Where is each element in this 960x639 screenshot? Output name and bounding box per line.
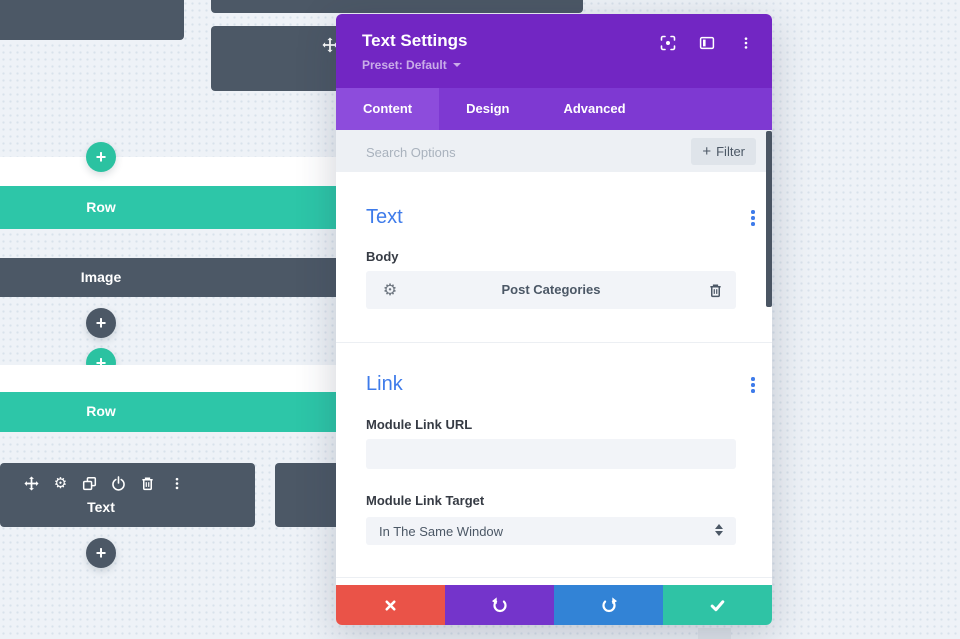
more-options-icon[interactable]: [738, 35, 754, 51]
module-link-target-value: In The Same Window: [379, 524, 504, 539]
tab-design[interactable]: Design: [466, 101, 510, 116]
check-icon: [710, 599, 725, 611]
move-icon[interactable]: [24, 475, 40, 491]
background-chip: [698, 628, 731, 639]
section-divider: [336, 577, 772, 578]
module-block-top-left[interactable]: [0, 0, 184, 40]
more-options-icon[interactable]: [169, 475, 185, 491]
module-link-target-label: Module Link Target: [366, 493, 485, 508]
move-icon[interactable]: [322, 37, 338, 53]
item-settings-gear-icon[interactable]: ⚙: [382, 280, 398, 299]
scrollbar[interactable]: [766, 131, 772, 307]
redo-button[interactable]: [554, 585, 663, 625]
section-divider: [336, 342, 772, 343]
module-link-url-label: Module Link URL: [366, 417, 473, 432]
row-label: Row: [86, 403, 116, 419]
modal-tab-bar: Content Design Advanced: [336, 88, 772, 130]
body-field-label: Body: [366, 249, 399, 264]
item-trash-icon[interactable]: [707, 282, 723, 298]
text-settings-modal: Text Settings Preset: Default Content De…: [336, 14, 772, 625]
close-icon: [385, 599, 396, 611]
module-bar-cropped[interactable]: Text: [211, 0, 583, 13]
text-module-label: Text: [87, 499, 115, 515]
module-toolbar: ⚙: [0, 475, 208, 491]
preset-label: Preset: Default: [362, 58, 447, 72]
plus-icon: +: [95, 543, 107, 563]
duplicate-icon[interactable]: [82, 475, 98, 491]
portability-power-icon[interactable]: [111, 475, 127, 491]
plus-icon: +: [95, 313, 107, 333]
panel-layout-icon[interactable]: [699, 35, 715, 51]
modal-content: Text Body ⚙ Post Categories Link Module …: [336, 172, 772, 585]
select-spinner-icon: [715, 524, 723, 536]
text-module-block[interactable]: ⚙ Text: [0, 463, 255, 527]
undo-button[interactable]: [445, 585, 554, 625]
cancel-button[interactable]: [336, 585, 445, 625]
modal-header-actions: [660, 35, 754, 51]
row-label: Row: [86, 199, 116, 215]
link-section-title: Link: [366, 373, 403, 395]
link-section-menu-icon[interactable]: [751, 377, 755, 393]
module-block-partial[interactable]: [275, 463, 345, 527]
search-input[interactable]: [364, 130, 668, 174]
body-content-item[interactable]: ⚙ Post Categories: [366, 271, 736, 309]
trash-icon[interactable]: [140, 475, 156, 491]
preset-selector[interactable]: Preset: Default: [362, 58, 461, 72]
module-link-url-input[interactable]: [366, 439, 736, 469]
add-module-button-dark[interactable]: +: [86, 538, 116, 568]
tab-advanced[interactable]: Advanced: [563, 101, 626, 116]
chevron-down-icon: [452, 63, 461, 67]
redo-icon: [601, 597, 617, 613]
search-bar: + Filter: [336, 130, 772, 174]
plus-icon: +: [95, 147, 107, 167]
plus-icon: +: [702, 143, 712, 160]
modal-action-bar: [336, 585, 772, 625]
image-module-label: Image: [80, 269, 122, 285]
filter-button[interactable]: + Filter: [691, 138, 756, 165]
text-section-menu-icon[interactable]: [751, 210, 755, 226]
add-module-button[interactable]: +: [86, 142, 116, 172]
modal-title: Text Settings: [362, 31, 468, 50]
module-link-target-select[interactable]: In The Same Window: [366, 517, 736, 545]
settings-gear-icon[interactable]: ⚙: [53, 473, 68, 492]
plus-icon: +: [95, 353, 107, 373]
undo-icon: [491, 597, 507, 613]
modal-header[interactable]: Text Settings Preset: Default: [336, 14, 772, 88]
save-button[interactable]: [663, 585, 772, 625]
tab-content[interactable]: Content: [336, 88, 440, 130]
add-module-button-dark[interactable]: +: [86, 308, 116, 338]
body-content-item-label: Post Categories: [501, 282, 601, 297]
zoom-focus-icon[interactable]: [660, 35, 676, 51]
text-section-title: Text: [366, 206, 403, 228]
filter-button-label: Filter: [716, 144, 745, 159]
